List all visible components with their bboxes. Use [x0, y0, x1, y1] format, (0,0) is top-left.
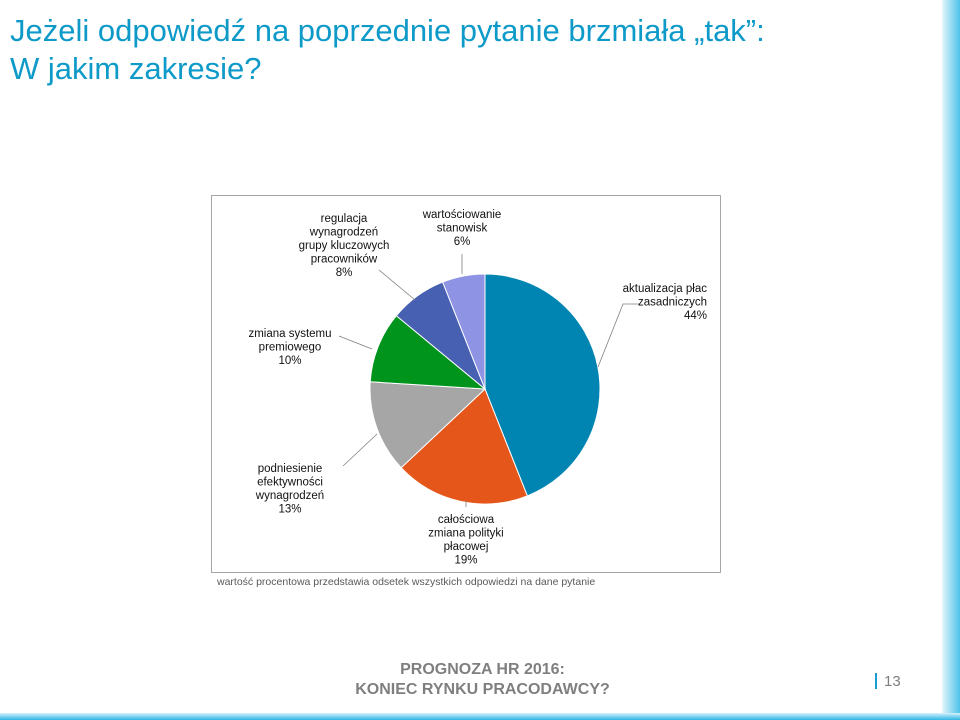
slide-title-line-2: W jakim zakresie? [10, 51, 262, 86]
bottom-decorative-band [0, 713, 960, 720]
pie-chart-frame: aktualizacja płac zasadniczych 44% całościo… [211, 195, 721, 573]
slice-label-line: wynagrodzeń [309, 227, 378, 239]
slide-title-line-1: Jeżeli odpowiedź na poprzednie pytanie b… [10, 13, 765, 48]
slice-label-line: wynagrodzeń [255, 490, 324, 502]
pie-slice [484, 273, 601, 497]
page-number: 13 [884, 673, 901, 690]
slice-label: aktualizacja płac zasadniczych 44% [623, 283, 708, 322]
slice-label: zmiana systemu premiowego 10% [248, 328, 331, 367]
slice-label-line: płacowej [444, 541, 489, 553]
leader-line [378, 269, 416, 301]
chart-caption: wartość procentowa przedstawia odsetek w… [217, 576, 596, 588]
pie-slice [400, 388, 528, 505]
slice-label: wartościowanie stanowisk 6% [422, 209, 502, 248]
slice-label: podniesienie efektywności wynagrodzeń 13% [255, 463, 324, 516]
slice-value-label: 8% [336, 267, 353, 279]
slide-title: Jeżeli odpowiedź na poprzednie pytanie b… [10, 12, 910, 88]
slice-label-line: premiowego [259, 342, 322, 354]
slice-label-line: efektywności [257, 477, 323, 489]
slice-label-line: podniesienie [258, 463, 323, 475]
slice-label-line: stanowisk [437, 223, 488, 235]
slice-value-label: 10% [278, 355, 301, 367]
slice-label-line: grupy kluczowych [299, 240, 390, 252]
slice-label-line: regulacja [321, 213, 368, 225]
slice-value-label: 13% [278, 504, 301, 516]
slice-label: całościowa zmiana polityki płacowej 19% [428, 514, 503, 567]
footer-line-1: PROGNOZA HR 2016: [400, 661, 565, 678]
slice-label-line: aktualizacja płac [623, 283, 708, 295]
slice-label: regulacja wynagrodzeń grupy kluczowych prac… [299, 213, 390, 279]
pie-slice [369, 314, 487, 390]
slice-label-line: zasadniczych [638, 297, 707, 309]
leader-line [338, 335, 373, 350]
slice-label-line: zmiana polityki [428, 528, 503, 540]
slice-label-line: pracowników [311, 254, 378, 266]
slice-value-label: 44% [684, 310, 707, 322]
slice-label-line: wartościowanie [422, 209, 502, 221]
pie-slice [442, 273, 486, 390]
footer-title: PROGNOZA HR 2016: KONIEC RYNKU PRACODAWC… [300, 660, 665, 700]
pie-slice [369, 381, 487, 469]
slice-label-line: zmiana systemu [248, 328, 331, 340]
slice-value-label: 6% [454, 236, 471, 248]
leader-line [597, 303, 640, 368]
footer-line-2: KONIEC RYNKU PRACODAWCY? [355, 681, 610, 698]
slice-label-line: całościowa [438, 514, 495, 526]
pie-chart: aktualizacja płac zasadniczych 44% całościo… [248, 209, 708, 567]
right-decorative-band [942, 0, 960, 720]
slice-value-label: 19% [454, 555, 477, 567]
page-number-separator [875, 673, 877, 689]
leader-line [342, 433, 378, 467]
